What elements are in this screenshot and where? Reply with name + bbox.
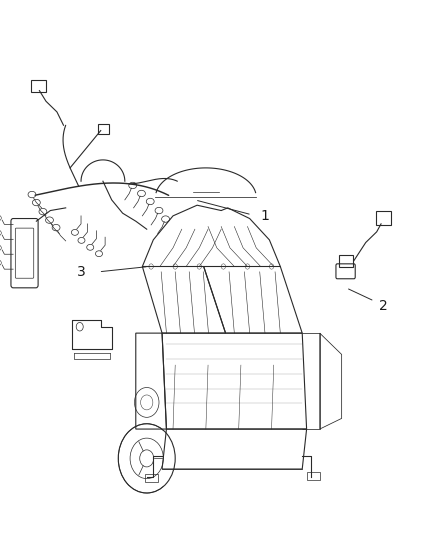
Bar — [307, 472, 320, 480]
Text: 2: 2 — [379, 300, 388, 313]
Text: 3: 3 — [77, 265, 85, 279]
Bar — [145, 474, 158, 482]
Text: 1: 1 — [261, 209, 269, 223]
